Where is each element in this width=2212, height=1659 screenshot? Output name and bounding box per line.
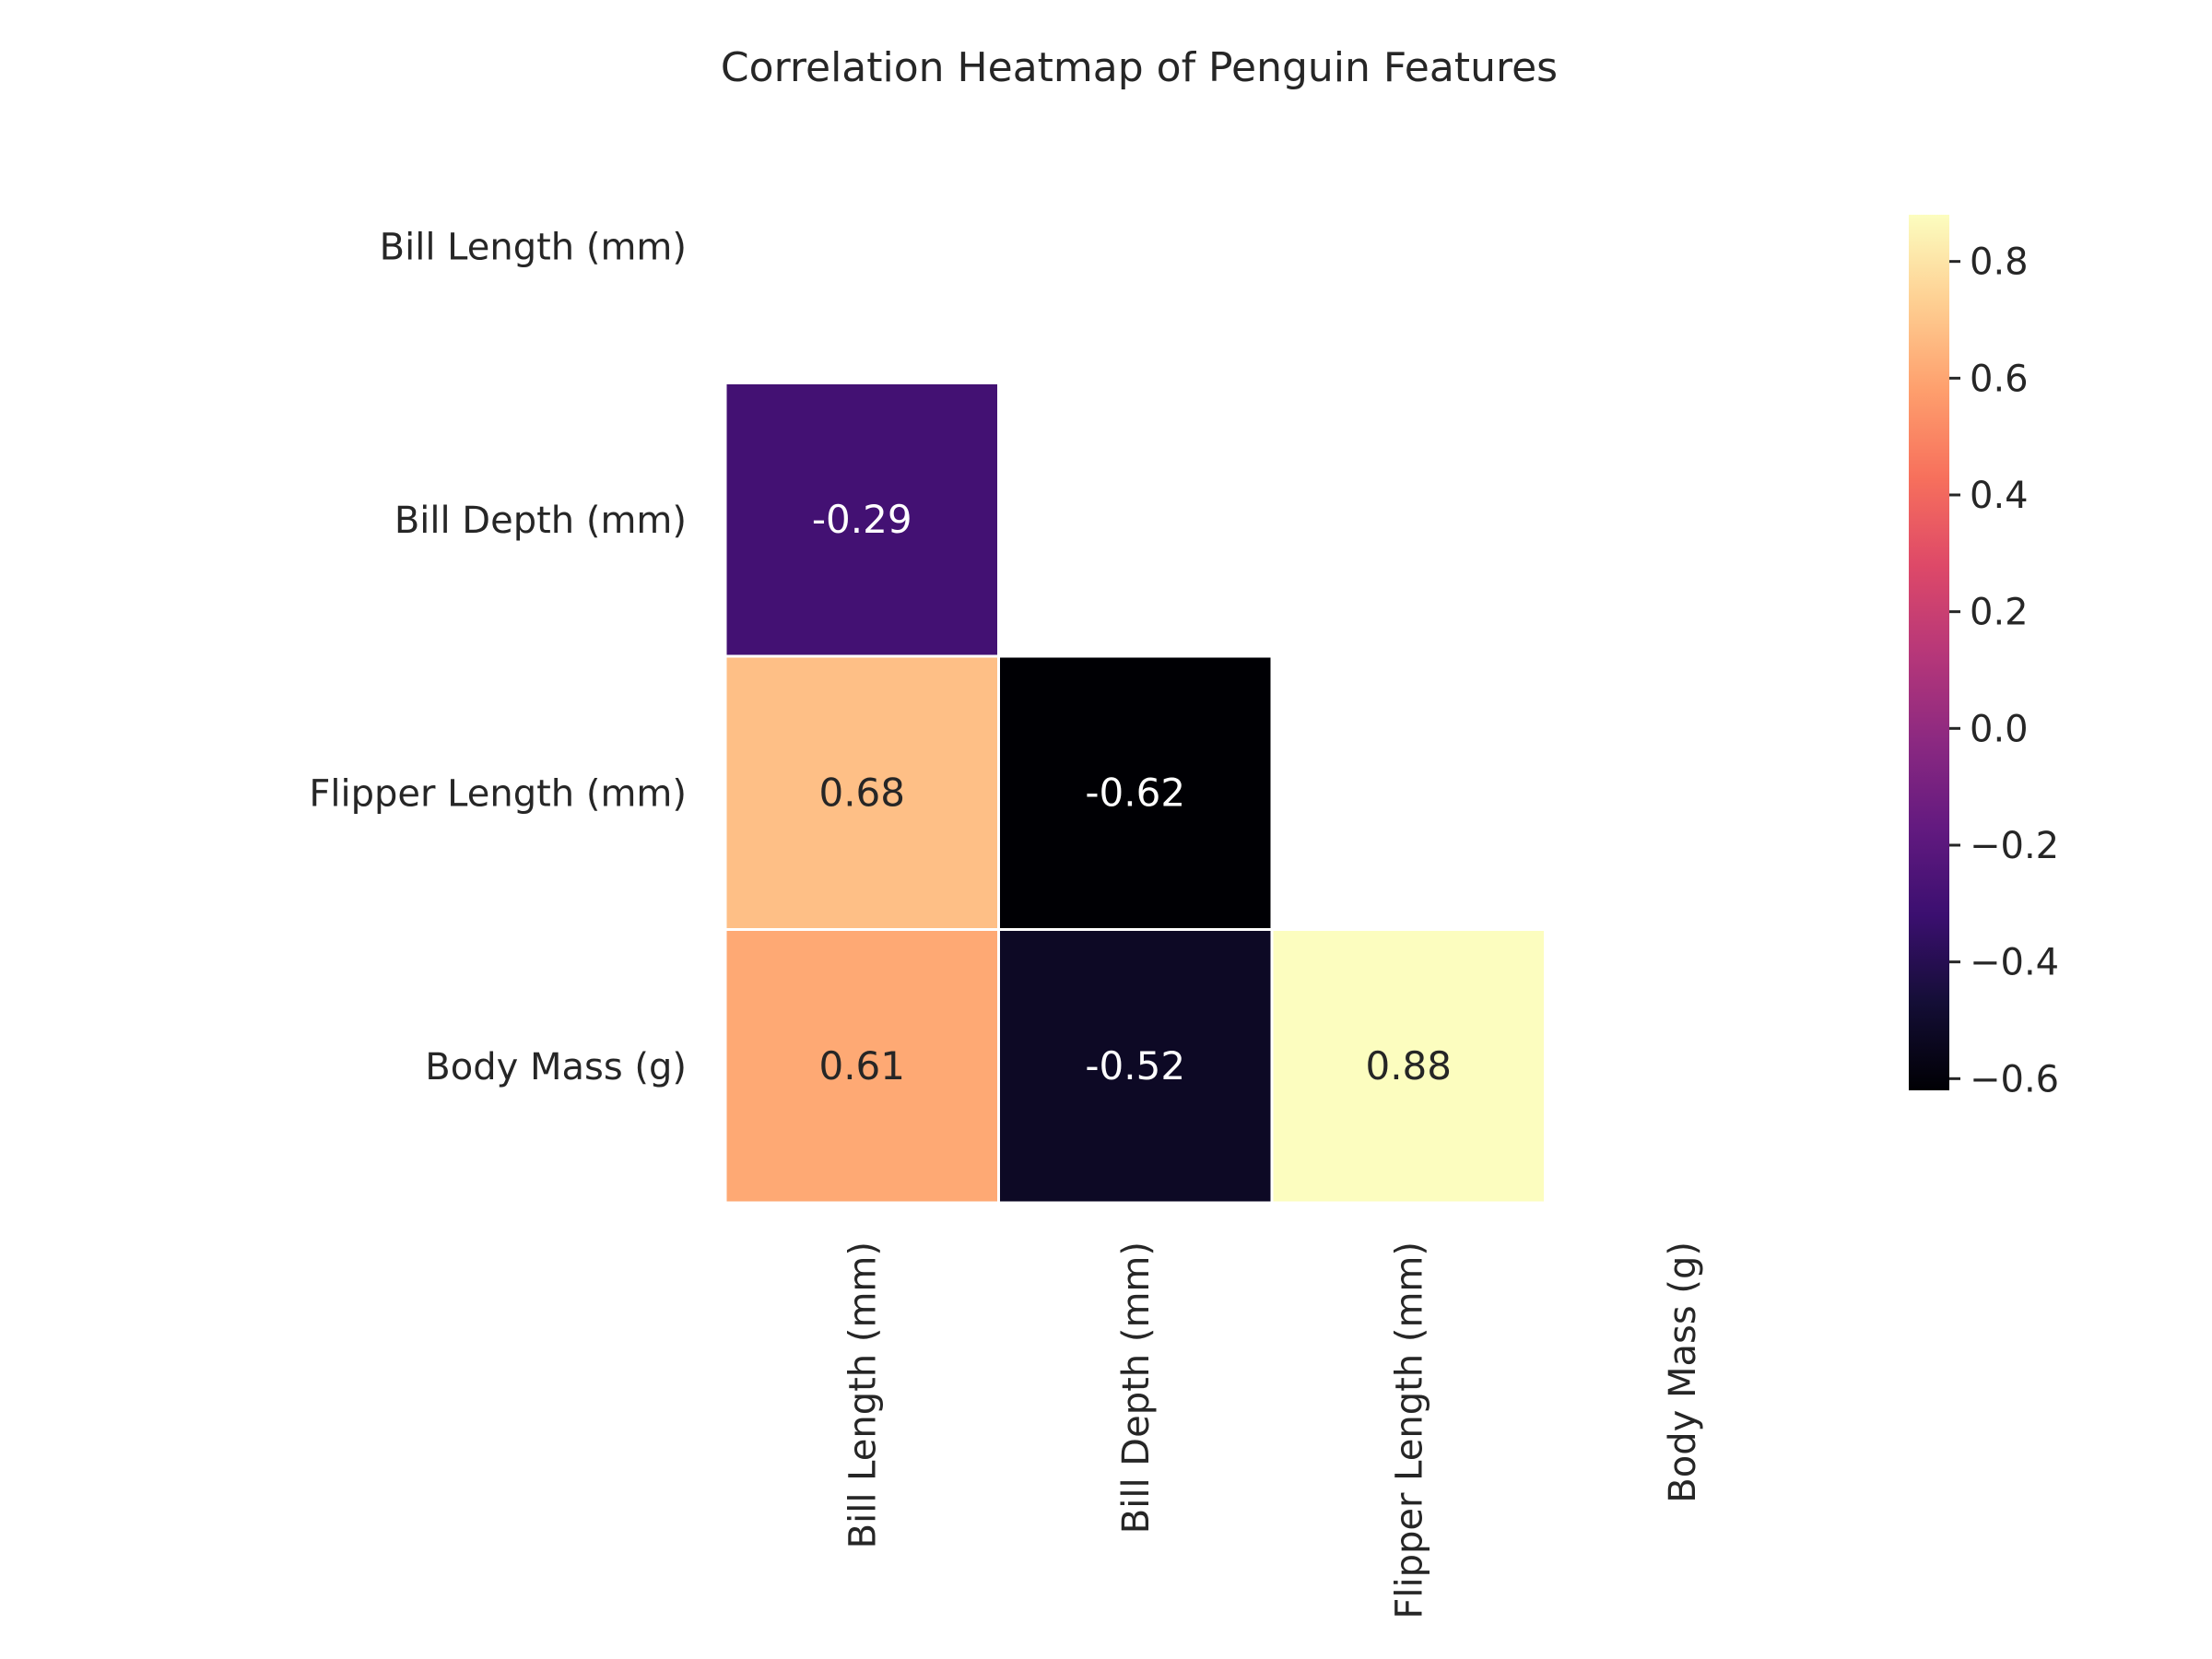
column-tick-label: Bill Depth (mm) bbox=[1115, 1241, 1158, 1534]
colorbar: 0.8 0.6 0.4 0.2 0.0 −0.2 −0.4 −0.6 bbox=[1909, 215, 2059, 1100]
heatmap-cell bbox=[724, 928, 1000, 1205]
colorbar-tick-label: 0.2 bbox=[1970, 592, 2029, 634]
row-tick-label: Flipper Length (mm) bbox=[309, 772, 687, 815]
cell-value-label: -0.29 bbox=[812, 497, 912, 542]
cell-value-label: -0.62 bbox=[1085, 770, 1185, 815]
column-tick-label: Flipper Length (mm) bbox=[1388, 1241, 1430, 1619]
colorbar-tick-label: 0.0 bbox=[1970, 708, 2029, 750]
row-tick-label: Bill Depth (mm) bbox=[394, 500, 687, 542]
heatmap-cell bbox=[724, 382, 1000, 658]
cell-value-label: -0.52 bbox=[1085, 1043, 1185, 1088]
cell-value-label: 0.88 bbox=[1365, 1043, 1452, 1088]
heatmap-cell bbox=[997, 654, 1274, 931]
colorbar-tick-label: −0.6 bbox=[1970, 1058, 2059, 1100]
heatmap-cell bbox=[997, 928, 1274, 1205]
cell-value-label: 0.68 bbox=[818, 770, 905, 815]
colorbar-tick-label: 0.8 bbox=[1970, 241, 2029, 284]
colorbar-tick-label: −0.4 bbox=[1970, 942, 2059, 984]
cell-value-label: 0.61 bbox=[818, 1043, 905, 1088]
row-tick-label: Bill Length (mm) bbox=[380, 226, 687, 268]
column-tick-label: Body Mass (g) bbox=[1662, 1241, 1704, 1503]
colorbar-tick-label: 0.4 bbox=[1970, 475, 2029, 517]
colorbar-tick-label: −0.2 bbox=[1970, 825, 2059, 867]
colorbar-gradient bbox=[1909, 215, 1949, 1090]
chart-title: Correlation Heatmap of Penguin Features bbox=[721, 44, 1558, 91]
heatmap-cells: -0.29 0.68 -0.62 0.61 -0.52 0.88 bbox=[724, 382, 1547, 1205]
heatmap-cell bbox=[724, 654, 1000, 931]
column-tick-labels: Bill Length (mm) Bill Depth (mm) Flipper L… bbox=[841, 1241, 1704, 1619]
column-tick-label: Bill Length (mm) bbox=[841, 1241, 884, 1548]
row-tick-labels: Bill Length (mm) Bill Depth (mm) Flipper L… bbox=[309, 226, 687, 1088]
row-tick-label: Body Mass (g) bbox=[425, 1046, 687, 1088]
colorbar-tick-label: 0.6 bbox=[1970, 358, 2029, 400]
heatmap-cell bbox=[1270, 928, 1547, 1205]
